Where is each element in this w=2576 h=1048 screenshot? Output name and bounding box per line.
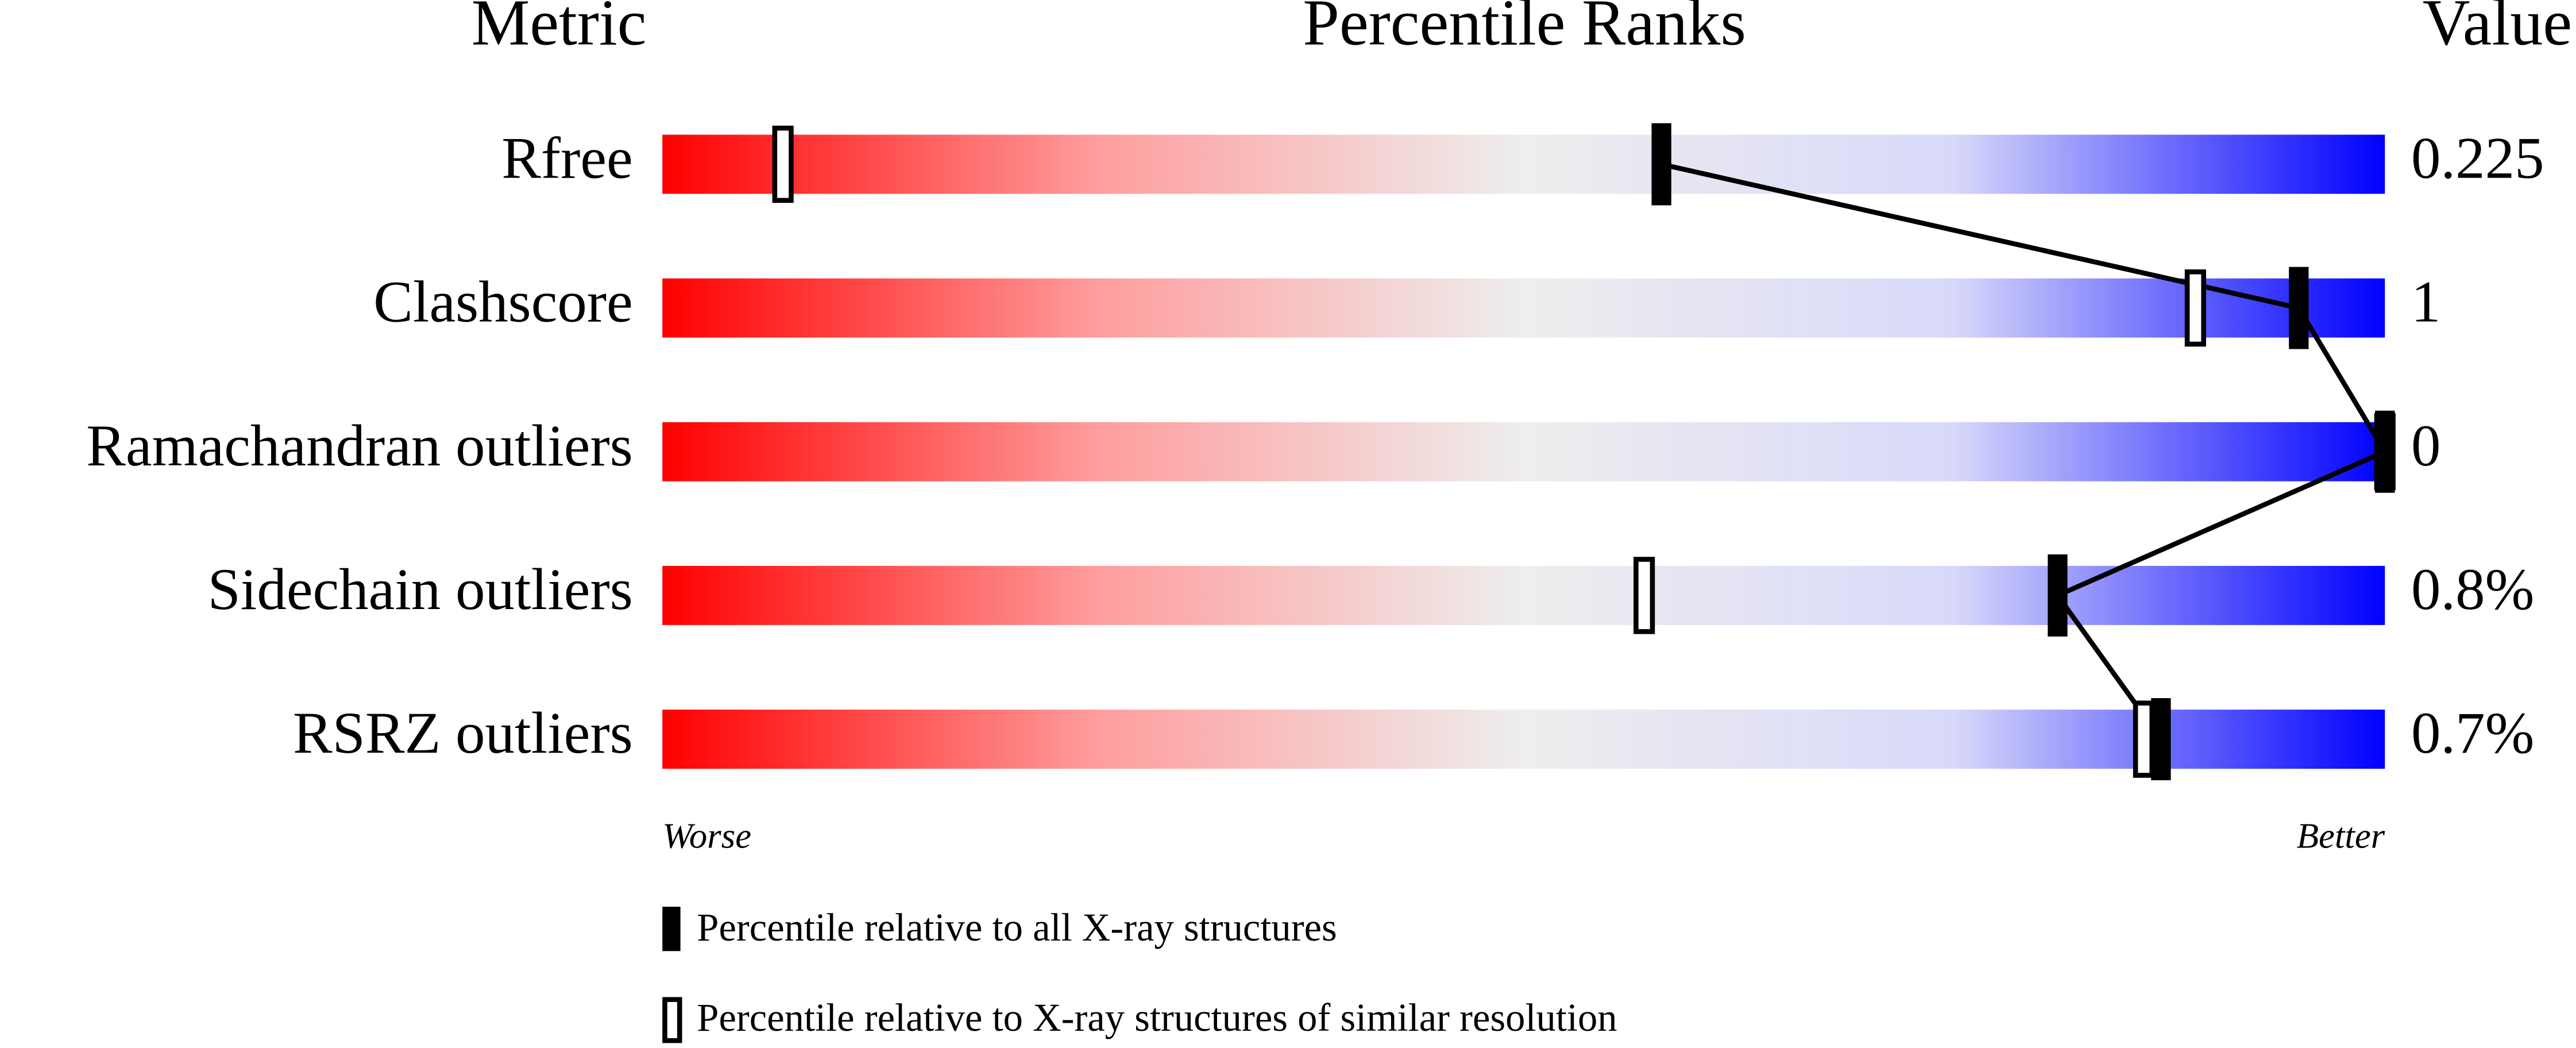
metric-label: RSRZ outliers	[293, 700, 633, 766]
gradient-bar	[662, 422, 2385, 481]
gradient-bar	[662, 278, 2385, 338]
header: Percentile Ranks	[1303, 0, 1746, 59]
all-marker	[2289, 267, 2309, 349]
legend-label: Percentile relative to X-ray structures …	[697, 996, 1617, 1039]
legend-swatch	[662, 907, 681, 951]
metric-value: 0	[2411, 413, 2440, 479]
all-marker	[2048, 554, 2068, 637]
similar-marker	[2133, 700, 2154, 778]
metric-value: 0.8%	[2411, 557, 2534, 622]
axis-label: Better	[2297, 815, 2385, 856]
similar-marker	[772, 125, 794, 203]
legend-swatch	[662, 997, 682, 1043]
similar-marker	[2184, 269, 2206, 347]
gradient-bar	[662, 565, 2385, 625]
similar-marker	[1633, 557, 1655, 634]
header: Metric	[472, 0, 647, 59]
gradient-bar	[662, 134, 2385, 194]
axis-label: Worse	[662, 815, 751, 856]
metric-label: Clashscore	[373, 269, 633, 335]
all-marker	[2151, 698, 2171, 780]
header: Value	[2423, 0, 2572, 59]
gradient-bar	[662, 710, 2385, 769]
all-marker	[2375, 410, 2395, 493]
metric-label: Ramachandran outliers	[86, 413, 633, 479]
legend-label: Percentile relative to all X-ray structu…	[697, 906, 1337, 949]
metric-value: 0.7%	[2411, 700, 2534, 766]
metric-value: 1	[2411, 269, 2440, 335]
metric-label: Sidechain outliers	[208, 557, 633, 622]
metric-value: 0.225	[2411, 126, 2544, 191]
all-marker	[1651, 123, 1671, 206]
metric-label: Rfree	[501, 126, 633, 191]
